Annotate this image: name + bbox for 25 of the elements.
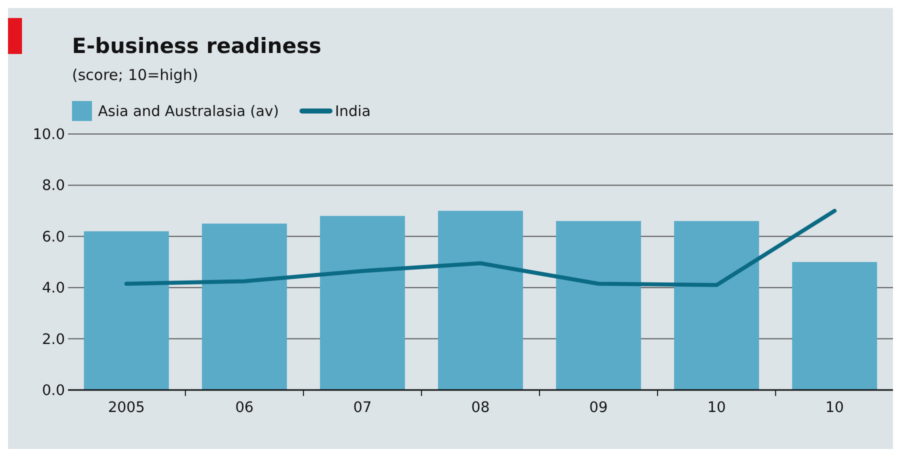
x-tick-label: 2005: [108, 400, 145, 416]
x-tick-label: 08: [471, 400, 490, 416]
bar: [674, 221, 760, 390]
y-tick-label: 4.0: [42, 280, 65, 297]
y-tick-label: 0.0: [42, 383, 65, 399]
bar: [320, 216, 405, 390]
line-series: [124, 208, 837, 288]
bar: [438, 210, 523, 390]
bar: [84, 231, 169, 390]
bar: [202, 224, 287, 390]
x-tick-label: 10: [825, 400, 844, 416]
x-tick-label: 06: [235, 400, 254, 416]
legend-label: India: [335, 104, 371, 120]
x-tick-label: 10: [707, 400, 726, 416]
chart-subtitle: (score; 10=high): [72, 66, 198, 84]
legend-label: Asia and Australasia (av): [98, 104, 279, 120]
bar: [556, 221, 642, 390]
y-tick-label: 10.0: [32, 127, 65, 143]
chart-title: E-business readiness: [72, 34, 322, 58]
x-tick-label: 07: [353, 400, 372, 416]
x-tick-label: 09: [589, 400, 608, 416]
y-tick-label: 2.0: [42, 332, 65, 348]
y-tick-label: 8.0: [42, 178, 65, 194]
y-tick-label: 6.0: [42, 229, 65, 246]
bar: [792, 262, 878, 390]
